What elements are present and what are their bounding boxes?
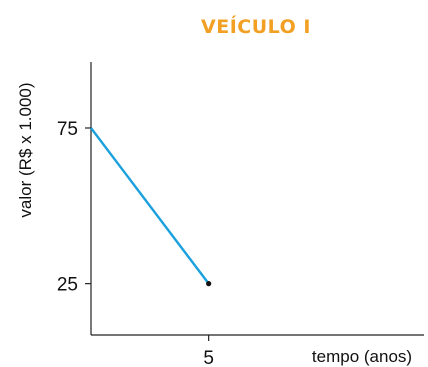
series-group <box>90 127 212 287</box>
x-axis-label: tempo (anos) <box>312 347 412 366</box>
y-tick-label: 25 <box>57 275 78 296</box>
chart-title: VEÍCULO I <box>201 15 311 38</box>
data-point <box>206 281 212 287</box>
x-tick-label: 5 <box>203 348 214 367</box>
y-axis-label: valor (R$ x 1.000) <box>16 82 35 217</box>
tick-group: 25 75 5 <box>57 119 214 367</box>
series-line <box>90 127 210 285</box>
y-tick-label: 75 <box>57 119 78 140</box>
